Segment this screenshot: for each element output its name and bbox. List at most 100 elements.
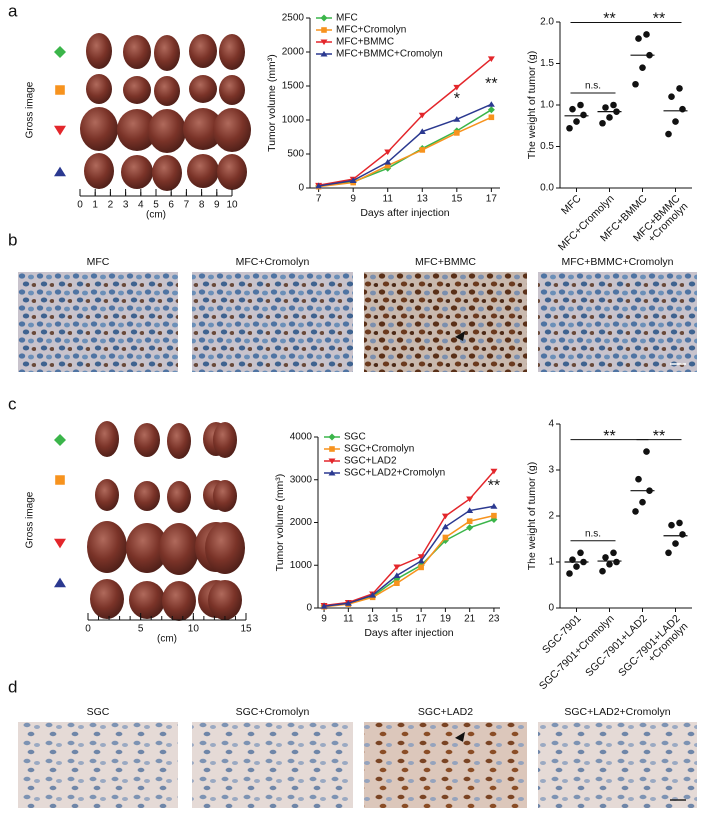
tumor-photo xyxy=(129,581,165,619)
data-point xyxy=(441,523,449,530)
tumor-photo xyxy=(159,523,199,575)
x-tick-label: 15 xyxy=(391,614,403,625)
y-tick-label: 3000 xyxy=(290,474,313,485)
data-point xyxy=(487,106,495,114)
ruler-label: 15 xyxy=(240,624,252,635)
data-point xyxy=(454,130,460,136)
data-point xyxy=(453,84,461,91)
tumor-photo xyxy=(95,421,119,457)
legend-label: SGC+Cromolyn xyxy=(344,444,414,455)
histology-image xyxy=(192,272,353,372)
data-point xyxy=(639,498,646,506)
data-point xyxy=(679,531,686,538)
tumor-photo xyxy=(154,35,180,71)
legend-label: SGC+LAD2 xyxy=(344,456,397,467)
data-point xyxy=(566,124,573,132)
group-symbol xyxy=(54,577,66,588)
tumor-photo xyxy=(154,76,180,106)
group-symbol xyxy=(54,166,66,177)
tumor-photo xyxy=(217,154,247,190)
x-tick-label: 9 xyxy=(350,194,356,205)
arrowhead xyxy=(455,731,465,742)
y-tick-label: 3 xyxy=(548,465,554,476)
data-point xyxy=(632,80,639,88)
tumor-photo xyxy=(121,155,153,189)
legend-symbol xyxy=(328,458,336,465)
series-line xyxy=(318,58,492,187)
y-tick-label: 0.5 xyxy=(540,141,554,152)
y-tick-label: 2 xyxy=(548,511,554,522)
ruler-label: 3 xyxy=(123,200,129,211)
tumor-photo xyxy=(134,423,160,457)
ruler-unit: (cm) xyxy=(157,634,177,645)
histology-title: SGC+Cromolyn xyxy=(236,706,310,718)
y-tick-label: 1500 xyxy=(282,81,305,92)
legend-label: SGC xyxy=(344,432,366,443)
ruler-label: 0 xyxy=(85,624,91,635)
ruler-label: 9 xyxy=(214,200,220,211)
data-point xyxy=(417,557,425,564)
legend-label: MFC xyxy=(336,13,358,24)
data-point xyxy=(643,31,650,38)
x-tick-label: 21 xyxy=(464,614,476,625)
ruler-label: 10 xyxy=(188,624,200,635)
data-point xyxy=(490,503,498,509)
data-point xyxy=(668,93,675,100)
legend-symbol xyxy=(329,446,335,452)
x-tick-label: MFC xyxy=(559,192,584,217)
tumor-photo xyxy=(167,423,191,459)
tumor-photo xyxy=(208,580,242,620)
ruler-unit: (cm) xyxy=(146,210,166,221)
x-axis-label: Days after injection xyxy=(364,627,453,639)
x-axis-label: Days after injection xyxy=(360,207,449,219)
data-point xyxy=(643,448,650,455)
data-point xyxy=(599,119,606,127)
data-point xyxy=(418,112,426,119)
histology-title: SGC+LAD2+Cromolyn xyxy=(564,706,670,718)
group-symbol xyxy=(54,46,66,58)
x-tick-label: 11 xyxy=(343,614,354,625)
y-tick-label: 1000 xyxy=(282,115,305,126)
tumor-photo xyxy=(123,35,151,69)
data-point xyxy=(369,592,377,598)
panel-label: b xyxy=(8,230,17,249)
x-tick-label: 23 xyxy=(488,614,500,625)
data-point xyxy=(610,101,617,109)
data-point xyxy=(487,56,495,62)
legend-symbol xyxy=(320,39,328,46)
tumor-photo xyxy=(187,154,219,188)
histology-image xyxy=(192,722,353,808)
histology-title: SGC xyxy=(87,706,110,718)
data-point xyxy=(580,111,587,119)
data-point xyxy=(665,130,672,138)
tumor-photo xyxy=(183,108,223,150)
y-tick-label: 2000 xyxy=(290,517,313,528)
data-point xyxy=(491,512,497,519)
data-point xyxy=(573,563,580,570)
tumor-photo xyxy=(205,522,245,574)
ruler-label: 5 xyxy=(138,624,144,635)
x-tick-label: 17 xyxy=(416,614,428,625)
data-point xyxy=(384,149,392,156)
y-tick-label: 1.5 xyxy=(540,58,554,69)
data-point xyxy=(315,182,323,189)
x-tick-label: 11 xyxy=(383,194,394,205)
gross-label: Gross image xyxy=(25,81,36,138)
legend-symbol xyxy=(320,50,328,57)
tumor-photo xyxy=(219,34,245,70)
data-point xyxy=(419,147,426,153)
data-point xyxy=(632,508,639,515)
comparison-label: ** xyxy=(603,428,615,445)
legend-label: MFC+BMMC+Cromolyn xyxy=(336,49,443,60)
data-point xyxy=(490,468,498,475)
data-point xyxy=(569,556,576,563)
data-point xyxy=(349,177,357,183)
comparison-label: n.s. xyxy=(585,528,601,539)
legend-symbol xyxy=(328,469,336,476)
x-tick-label: 13 xyxy=(417,194,429,205)
data-point xyxy=(566,570,573,577)
data-point xyxy=(606,114,613,121)
data-point xyxy=(418,128,426,135)
series-line xyxy=(318,109,492,187)
